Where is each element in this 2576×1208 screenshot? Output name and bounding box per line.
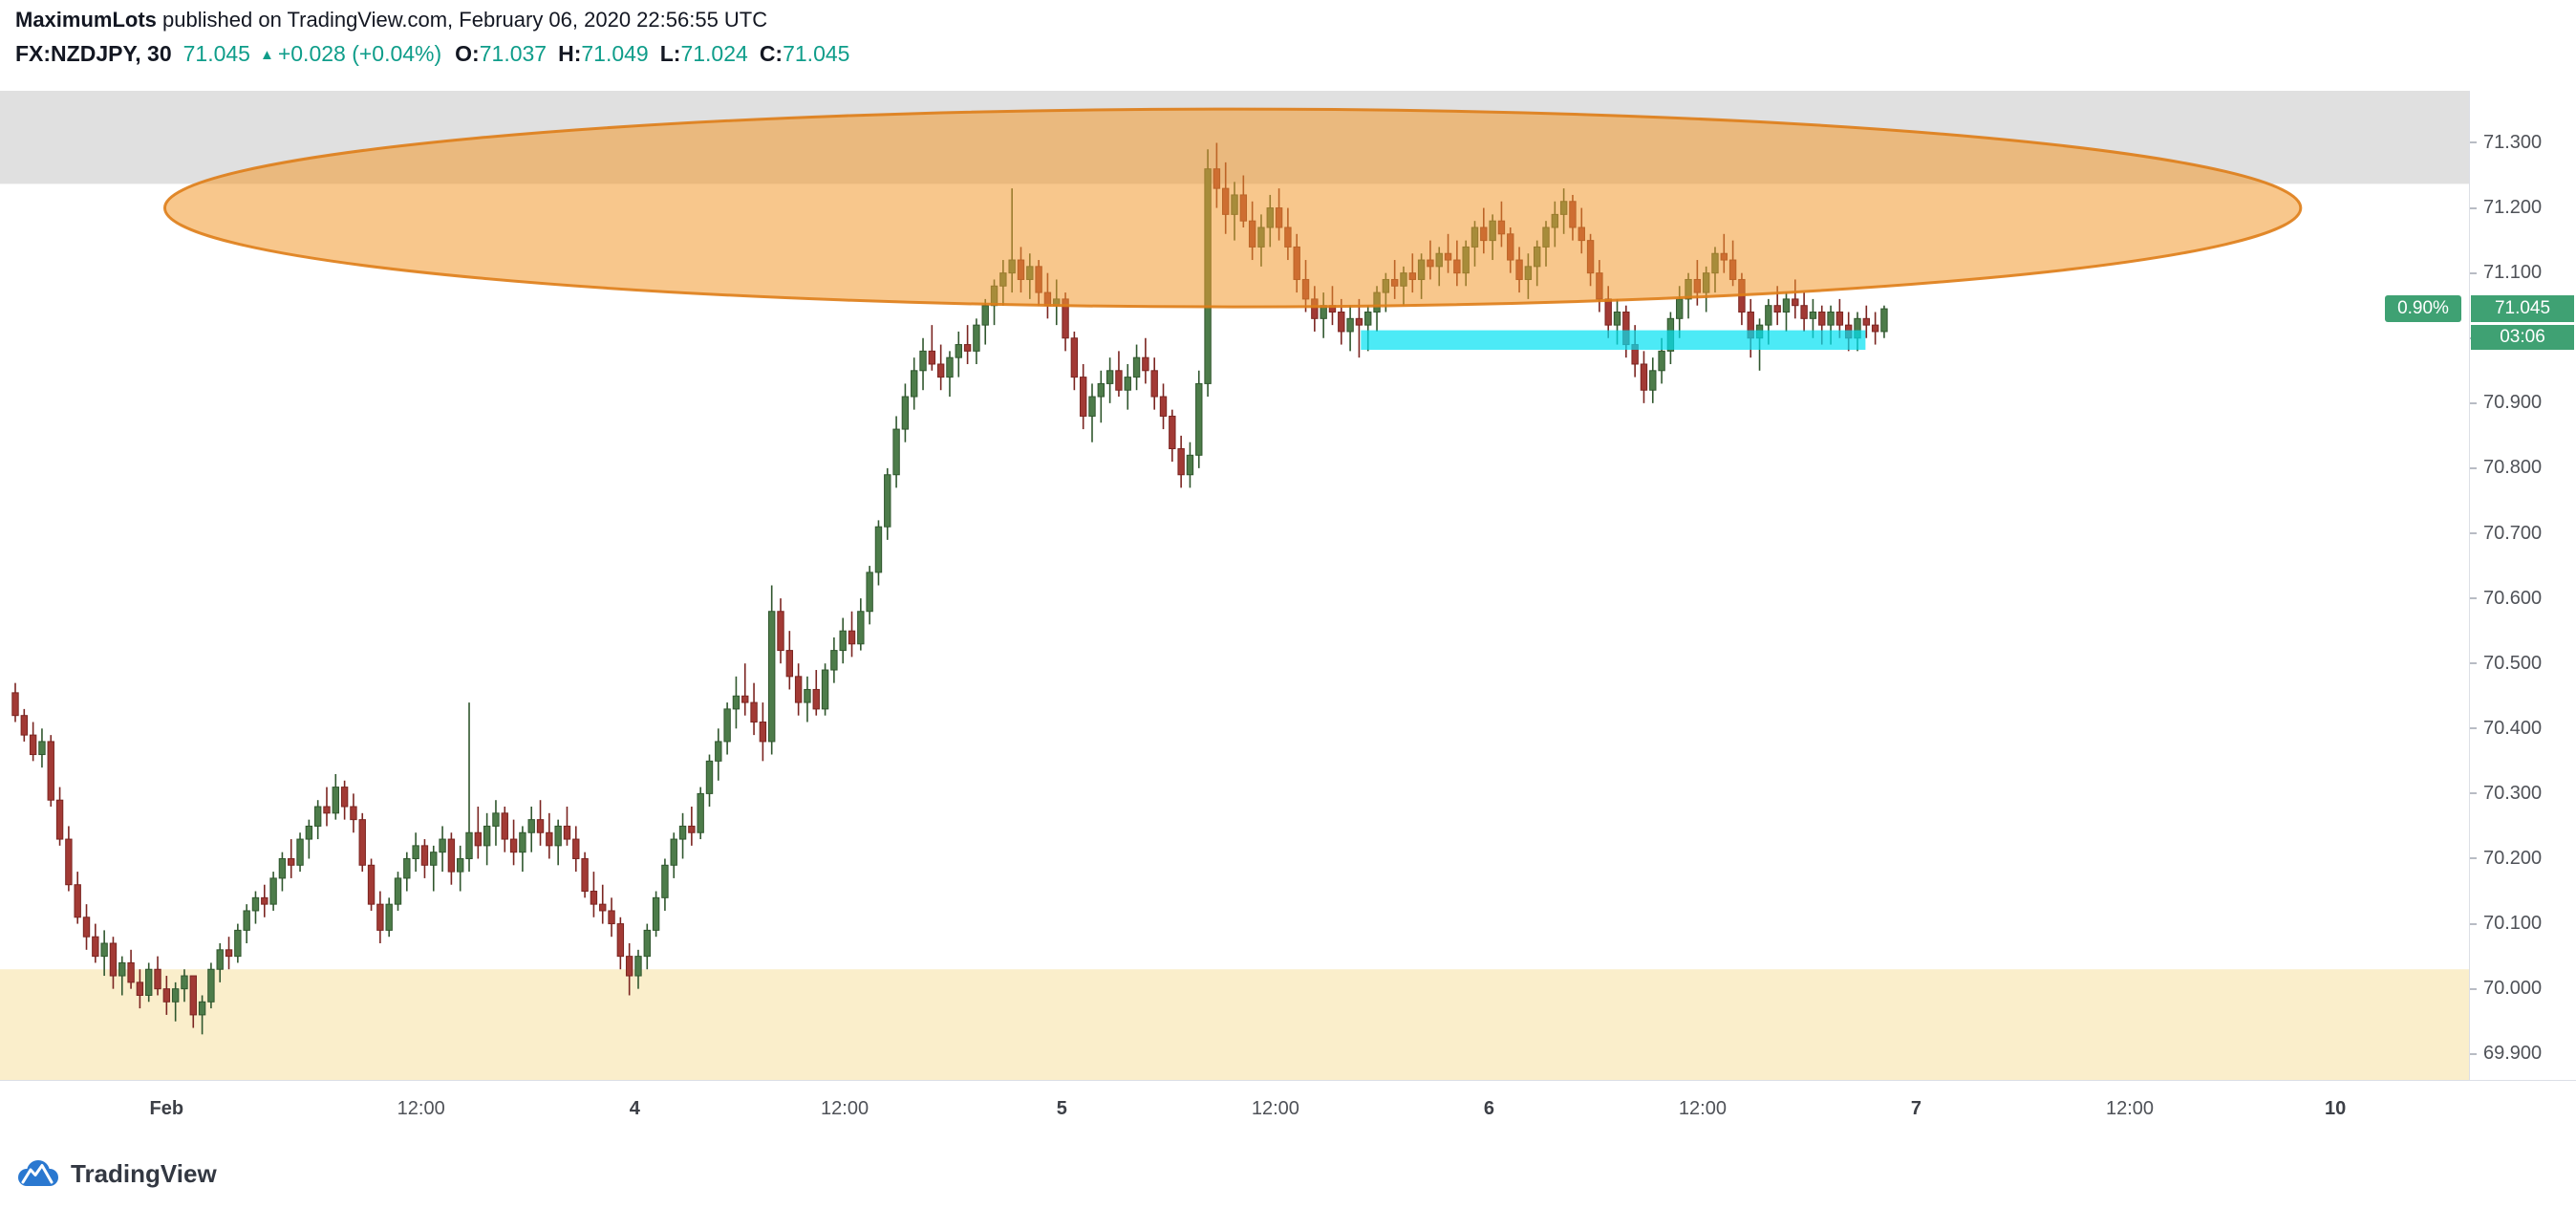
- supply-zone-ellipse[interactable]: [162, 107, 2303, 309]
- bar-countdown-badge: 03:06: [2471, 325, 2574, 351]
- footer: TradingView: [15, 1145, 217, 1202]
- price-axis-label: 70.200: [2470, 847, 2576, 870]
- candlestick-plot[interactable]: [0, 91, 2469, 1080]
- symbol-interval[interactable]: FX:NZDJPY, 30: [15, 41, 172, 66]
- price-axis-label: 69.900: [2470, 1043, 2576, 1066]
- price-axis-label: 70.800: [2470, 457, 2576, 480]
- time-axis-label: 4: [629, 1098, 640, 1119]
- percent-change-badge: 0.90%: [2385, 295, 2461, 323]
- tradingview-logo-icon[interactable]: [15, 1157, 61, 1190]
- time-axis-label: 12:00: [1251, 1098, 1299, 1119]
- price-axis[interactable]: 71.30071.20071.10071.00070.90070.80070.7…: [2469, 91, 2576, 1142]
- last-price-badge: 71.045: [2471, 295, 2574, 323]
- price-axis-label: 70.900: [2470, 392, 2576, 415]
- price-axis-label: 70.100: [2470, 913, 2576, 936]
- time-axis-label: 12:00: [821, 1098, 869, 1119]
- time-axis-label: 5: [1056, 1098, 1067, 1119]
- high-value: H:71.049: [558, 41, 649, 66]
- price-axis-label: 70.300: [2470, 782, 2576, 805]
- author-name[interactable]: MaximumLots: [15, 8, 157, 32]
- header: MaximumLots published on TradingView.com…: [15, 8, 861, 67]
- chart-area[interactable]: 71.30071.20071.10071.00070.90070.80070.7…: [0, 91, 2576, 1142]
- symbol-line: FX:NZDJPY, 30 71.045 ▲ +0.028 (+0.04%) O…: [15, 41, 861, 67]
- price-axis-label: 70.600: [2470, 587, 2576, 610]
- time-axis-label: 12:00: [1678, 1098, 1727, 1119]
- publish-line: MaximumLots published on TradingView.com…: [15, 8, 861, 32]
- tradingview-brand[interactable]: TradingView: [71, 1158, 217, 1188]
- time-axis-label: 12:00: [2105, 1098, 2155, 1119]
- time-axis-label: 6: [1483, 1098, 1494, 1119]
- price-change: +0.028 (+0.04%): [277, 41, 442, 66]
- price-axis-label: 70.500: [2470, 652, 2576, 675]
- cyan-support-box[interactable]: [1361, 330, 1866, 351]
- price-axis-label: 71.300: [2470, 131, 2576, 154]
- time-axis-label: Feb: [149, 1098, 184, 1119]
- price-axis-label: 71.100: [2470, 262, 2576, 285]
- price-axis-label: 70.000: [2470, 978, 2576, 1001]
- low-value: L:71.024: [659, 41, 748, 66]
- header-last-price: 71.045: [182, 41, 250, 66]
- price-axis-label: 71.200: [2470, 197, 2576, 220]
- time-axis-label: 10: [2325, 1098, 2347, 1119]
- price-axis-label: 70.400: [2470, 717, 2576, 740]
- yellow-demand-zone[interactable]: [0, 969, 2469, 1080]
- published-info: published on TradingView.com, February 0…: [162, 8, 768, 32]
- time-axis[interactable]: Feb 12:00 4 12:00 5 12:00 6 12:00 7 12:00 10: [0, 1080, 2576, 1142]
- price-axis-label: 70.700: [2470, 522, 2576, 545]
- open-value: O:71.037: [455, 41, 547, 66]
- time-axis-label: 12:00: [397, 1098, 445, 1119]
- time-axis-label: 7: [1910, 1098, 1922, 1119]
- close-value: C:71.045: [759, 41, 850, 66]
- up-arrow-icon: ▲: [259, 47, 274, 63]
